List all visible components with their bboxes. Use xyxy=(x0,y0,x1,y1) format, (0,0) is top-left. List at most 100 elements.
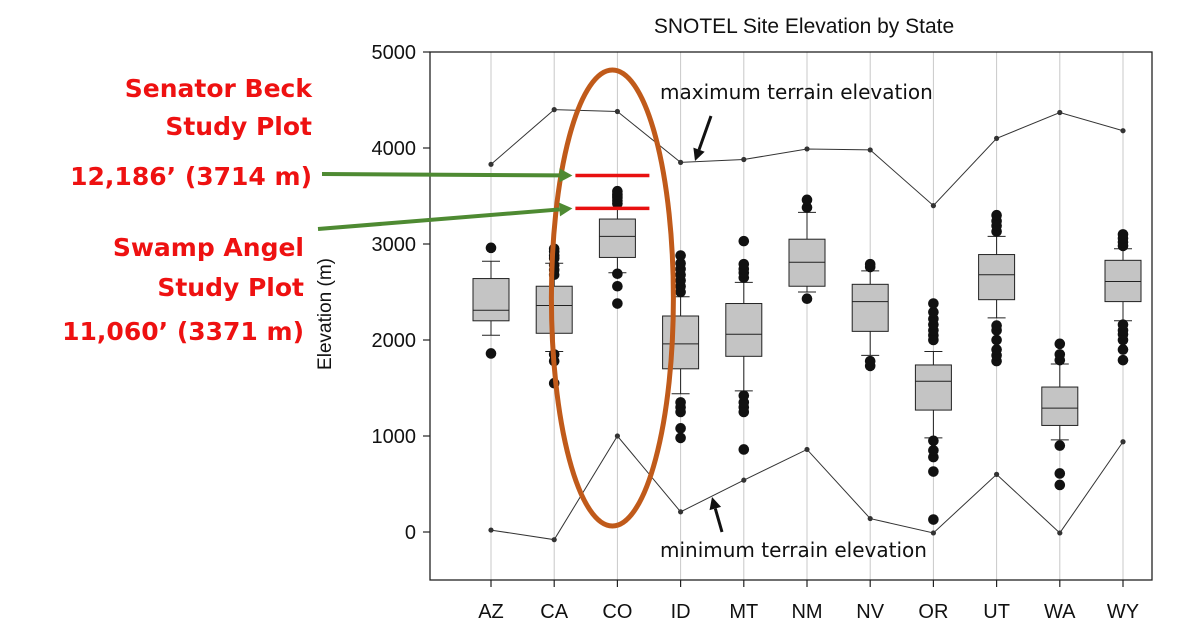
outlier-or-10 xyxy=(928,306,939,318)
outlier-co-0 xyxy=(612,298,623,309)
x-tick-label-id: ID xyxy=(671,601,691,623)
box-body-or xyxy=(914,364,952,411)
outlier-az-0 xyxy=(485,348,497,359)
outlier-or-0 xyxy=(928,514,939,525)
series-point-min-or xyxy=(930,530,937,536)
x-tick-label-nv: NV xyxy=(856,601,884,623)
outlier-id-0 xyxy=(675,432,686,444)
senator-beck-line-2: Study Plot xyxy=(165,112,312,141)
annotation-layer xyxy=(317,67,724,533)
senator-beck-arrow-head xyxy=(559,168,573,183)
y-axis-label: Elevation (m) xyxy=(315,258,336,370)
x-tick-label-wa: WA xyxy=(1044,601,1076,623)
x-tick-label-mt: MT xyxy=(729,601,758,623)
box-mt xyxy=(725,235,763,455)
swamp-angel-arrow xyxy=(317,202,573,231)
outlier-mt-9 xyxy=(738,235,750,247)
max-terrain-arrow-head xyxy=(693,147,705,161)
outlier-nv-3 xyxy=(864,258,876,270)
y-tick-label-0: 0 xyxy=(405,522,416,544)
x-tick-label-wy: WY xyxy=(1107,601,1139,623)
series-point-max-ca xyxy=(551,107,557,113)
outlier-or-4 xyxy=(928,435,939,447)
box-ut xyxy=(978,209,1016,367)
box-body-mt xyxy=(725,303,763,357)
series-point-max-wa xyxy=(1057,109,1063,116)
box-wy xyxy=(1104,229,1142,366)
min-terrain-arrow xyxy=(709,497,724,533)
terrain-series-layer xyxy=(488,107,1126,543)
series-point-max-ut xyxy=(994,135,1000,141)
x-tick-label-or: OR xyxy=(918,601,948,623)
outlier-wy-1 xyxy=(1117,344,1129,355)
outlier-id-10 xyxy=(675,257,686,269)
senator-beck-arrow-shaft xyxy=(321,172,560,178)
series-point-max-wy xyxy=(1120,128,1126,134)
box-id xyxy=(662,250,700,444)
outlier-wy-0 xyxy=(1117,354,1129,366)
swamp-angel-arrow-head xyxy=(558,202,573,217)
outlier-co-8 xyxy=(612,185,623,197)
y-tick-label-4000: 4000 xyxy=(372,138,417,160)
swamp-angel-line-2: Study Plot xyxy=(157,273,304,302)
outlier-id-4 xyxy=(675,397,686,408)
max-terrain-arrow xyxy=(693,115,713,161)
outlier-ut-5 xyxy=(991,320,1002,331)
min-terrain-arrow-shaft xyxy=(713,508,724,533)
box-body-wa xyxy=(1041,386,1079,426)
outlier-nm-1 xyxy=(801,202,813,213)
x-tick-label-ca: CA xyxy=(540,601,568,623)
max-terrain-label: maximum terrain elevation xyxy=(660,80,933,104)
y-tick-label-2000: 2000 xyxy=(372,330,417,352)
tick-layer: AZ CA CO ID MT NM NV OR UT WA WY 0 1000 2000 3000 4000 5… xyxy=(372,42,1140,623)
outlier-wa-2 xyxy=(1054,440,1066,451)
outlier-ut-2 xyxy=(991,344,1002,355)
y-tick-label-5000: 5000 xyxy=(372,42,417,64)
x-tick-label-az: AZ xyxy=(478,601,504,623)
chart-title: SNOTEL Site Elevation by State xyxy=(654,15,954,38)
outlier-or-1 xyxy=(928,466,939,477)
series-point-min-ut xyxy=(994,471,1000,477)
box-body-co xyxy=(598,218,636,258)
series-point-max-nm xyxy=(804,146,810,152)
outlier-mt-0 xyxy=(738,444,750,455)
senator-beck-line-3: 12,186’ (3714 m) xyxy=(70,162,312,191)
x-tick-label-co: CO xyxy=(602,601,632,623)
series-point-min-ca xyxy=(551,537,557,543)
outlier-wy-9 xyxy=(1117,229,1129,240)
box-az xyxy=(472,242,510,359)
outlier-mt-4 xyxy=(738,390,750,401)
series-point-max-nv xyxy=(867,147,873,153)
outlier-az-1 xyxy=(485,242,497,254)
box-body-nv xyxy=(851,283,889,332)
series-point-min-nv xyxy=(867,515,873,522)
outlier-nm-2 xyxy=(801,194,813,206)
outlier-id-1 xyxy=(675,423,686,434)
series-point-min-mt xyxy=(741,477,747,483)
outlier-mt-8 xyxy=(738,258,750,270)
outlier-wa-1 xyxy=(1054,468,1066,479)
outlier-wa-0 xyxy=(1054,479,1066,491)
outlier-wa-5 xyxy=(1054,338,1066,350)
outlier-co-2 xyxy=(612,268,623,280)
max-terrain-arrow-shaft xyxy=(697,115,713,151)
y-tick-label-3000: 3000 xyxy=(372,234,417,256)
swamp-angel-arrow-shaft xyxy=(317,207,560,231)
outlier-or-3 xyxy=(928,445,939,456)
outlier-co-1 xyxy=(612,280,623,292)
series-point-max-az xyxy=(488,161,494,167)
series-point-min-nm xyxy=(804,446,810,453)
series-point-max-co xyxy=(614,108,621,115)
plot-frame xyxy=(429,51,1153,581)
min-terrain-arrow-head xyxy=(709,497,722,511)
series-point-min-wy xyxy=(1120,439,1126,445)
outlier-nv-1 xyxy=(864,355,876,367)
series-point-min-wa xyxy=(1057,530,1063,536)
box-wa xyxy=(1041,338,1079,491)
series-point-min-az xyxy=(488,527,494,533)
outlier-nm-0 xyxy=(801,293,813,305)
senator-beck-arrow xyxy=(321,168,573,183)
outlier-ut-3 xyxy=(991,334,1002,346)
y-tick-label-1000: 1000 xyxy=(372,426,417,448)
